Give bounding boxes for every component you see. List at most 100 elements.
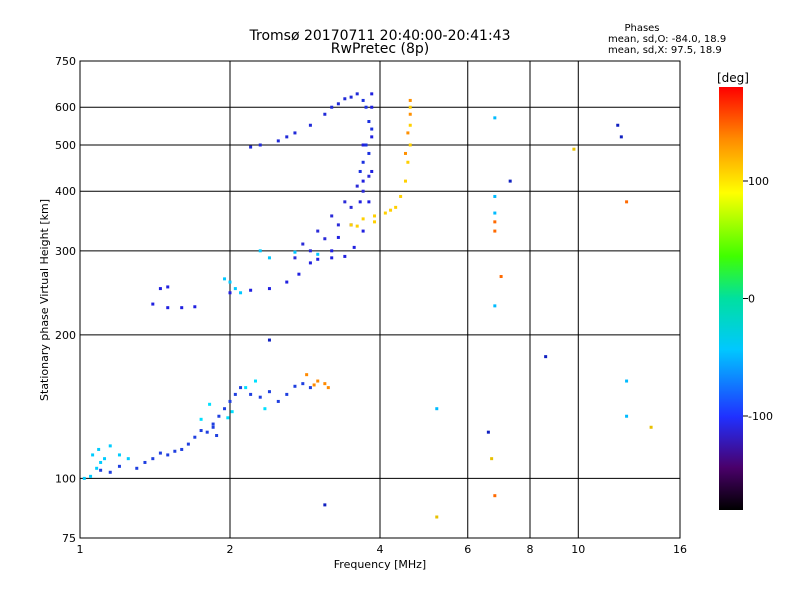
chart-title: Tromsø 20170711 20:40:00-20:41:43 bbox=[249, 28, 511, 44]
phases-stats-x: mean, sd,X: 97.5, 18.9 bbox=[608, 45, 722, 56]
data-point bbox=[367, 174, 371, 178]
chart-subtitle: RwPretec (8p) bbox=[331, 41, 429, 57]
data-point bbox=[493, 116, 497, 120]
data-point bbox=[493, 194, 497, 198]
data-point bbox=[233, 287, 237, 291]
y-axis-label: Stationary phase Virtual Height [km] bbox=[38, 199, 51, 401]
data-point bbox=[215, 434, 219, 438]
data-point bbox=[358, 200, 362, 204]
data-point bbox=[151, 457, 155, 461]
x-tick-label: 16 bbox=[673, 543, 687, 556]
data-point bbox=[285, 135, 289, 139]
data-point bbox=[99, 468, 103, 472]
data-point bbox=[316, 257, 320, 261]
data-point bbox=[361, 143, 365, 147]
data-point bbox=[223, 277, 227, 281]
data-point bbox=[493, 494, 497, 498]
data-point bbox=[258, 395, 262, 399]
data-point bbox=[91, 453, 95, 457]
y-tick-labels: 75 100 200 300 400 500 600 750 bbox=[55, 55, 76, 545]
data-point bbox=[508, 179, 512, 183]
data-point bbox=[403, 179, 407, 183]
data-point bbox=[312, 383, 316, 387]
data-point bbox=[166, 285, 170, 289]
data-point bbox=[316, 379, 320, 383]
x-tick-labels: 1 2 4 6 8 10 16 bbox=[77, 543, 688, 556]
data-point bbox=[316, 252, 320, 256]
data-point bbox=[394, 205, 398, 209]
data-point bbox=[293, 250, 297, 254]
data-point bbox=[244, 386, 248, 390]
x-tick-label: 8 bbox=[527, 543, 534, 556]
data-point bbox=[336, 235, 340, 239]
data-point bbox=[370, 135, 374, 139]
data-point bbox=[276, 399, 280, 403]
data-point bbox=[625, 414, 629, 418]
data-point bbox=[97, 447, 101, 451]
data-point bbox=[490, 457, 494, 461]
data-point bbox=[323, 382, 327, 386]
data-point bbox=[499, 275, 503, 279]
data-point bbox=[193, 435, 197, 439]
data-point bbox=[308, 249, 312, 253]
data-point bbox=[493, 304, 497, 308]
data-point bbox=[408, 112, 412, 116]
data-point bbox=[276, 139, 280, 143]
data-point bbox=[166, 453, 170, 457]
data-point bbox=[267, 287, 271, 291]
data-point bbox=[572, 147, 576, 151]
data-point bbox=[343, 200, 347, 204]
colorbar-ticks: -100 0 100 bbox=[743, 175, 773, 423]
data-point bbox=[158, 287, 162, 291]
y-tick-label: 200 bbox=[55, 329, 76, 342]
colorbar bbox=[719, 87, 743, 510]
colorbar-label: [deg] bbox=[717, 71, 749, 85]
data-point bbox=[399, 194, 403, 198]
data-point bbox=[223, 407, 227, 411]
data-point bbox=[355, 184, 359, 188]
data-point bbox=[364, 105, 368, 109]
data-point bbox=[308, 123, 312, 127]
data-point bbox=[383, 211, 387, 215]
data-point bbox=[323, 237, 327, 241]
data-point bbox=[493, 229, 497, 233]
y-tick-label: 750 bbox=[55, 55, 76, 68]
data-point bbox=[649, 425, 653, 429]
x-tick-label: 6 bbox=[464, 543, 471, 556]
data-point bbox=[355, 224, 359, 228]
data-point bbox=[199, 417, 203, 421]
data-point bbox=[408, 123, 412, 127]
data-point bbox=[301, 242, 305, 246]
data-point bbox=[406, 160, 410, 164]
data-point bbox=[406, 131, 410, 135]
data-point bbox=[330, 249, 334, 253]
data-point bbox=[180, 306, 184, 310]
data-point bbox=[267, 390, 271, 394]
y-tick-label: 75 bbox=[62, 532, 76, 545]
data-point bbox=[544, 355, 548, 359]
y-tick-label: 600 bbox=[55, 101, 76, 114]
x-tick-label: 2 bbox=[227, 543, 234, 556]
data-point bbox=[370, 169, 374, 173]
y-tick-label: 500 bbox=[55, 139, 76, 152]
data-point bbox=[330, 256, 334, 260]
data-point bbox=[355, 92, 359, 96]
data-point bbox=[367, 200, 371, 204]
data-point bbox=[361, 98, 365, 102]
data-point bbox=[323, 112, 327, 116]
data-point bbox=[336, 223, 340, 227]
data-point bbox=[403, 151, 407, 155]
data-point bbox=[343, 97, 347, 101]
data-point bbox=[249, 145, 253, 149]
data-point bbox=[205, 430, 209, 434]
data-points bbox=[82, 92, 653, 519]
data-point bbox=[211, 425, 215, 429]
data-point bbox=[364, 143, 368, 147]
data-point bbox=[343, 254, 347, 258]
data-point bbox=[230, 410, 234, 414]
data-point bbox=[408, 98, 412, 102]
data-point bbox=[370, 127, 374, 131]
data-point bbox=[349, 95, 353, 99]
phases-title: Phases bbox=[624, 23, 659, 34]
data-point bbox=[361, 160, 365, 164]
